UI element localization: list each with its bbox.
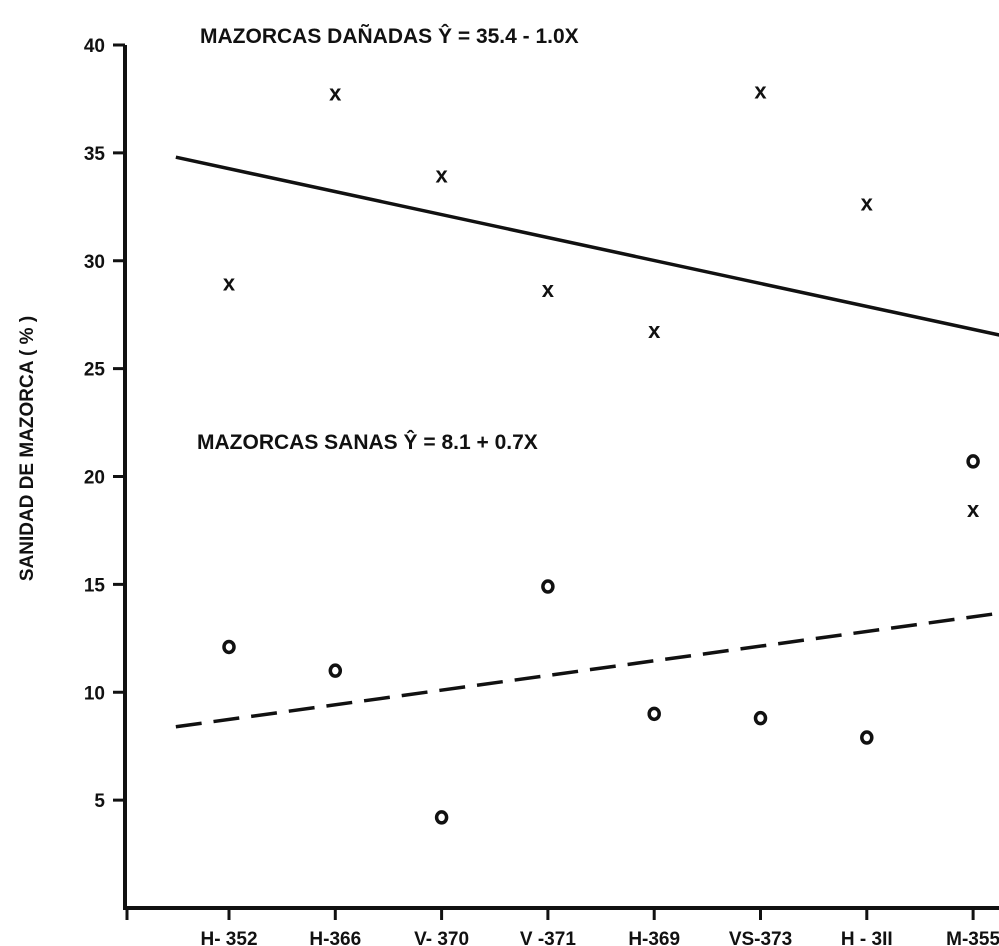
data-points: x x x x x x x x [222,78,980,825]
data-point-sanas [328,663,343,678]
data-point-danadas: x [542,277,555,302]
x-tick-label: VS-373 [729,929,792,946]
x-tick-label: H-369 [628,929,680,946]
y-tick-label: 20 [84,468,105,489]
data-point-sanas [434,810,449,825]
y-tick-label: 10 [84,683,105,704]
y-tick-label: 40 [84,36,105,57]
data-point-sanas [860,730,874,745]
annotation-equation: Ŷ = 35.4 - 1.0X [438,24,579,48]
data-point-sanas [541,579,555,594]
y-tick-label: 5 [94,791,105,812]
regression-line-sanas [175,611,999,729]
y-tick-label: 25 [84,360,106,381]
data-point-sanas [753,710,768,726]
data-point-danadas: x [435,162,448,187]
annotation-equation: Ŷ = 8.1 + 0.7X [404,430,538,454]
annotation-danadas: MAZORCAS DAÑADAS Ŷ = 35.4 - 1.0X [200,24,579,48]
x-tick-label: V -371 [520,929,576,946]
x-tick-label: V- 370 [414,929,469,946]
y-tick-label: 35 [84,144,106,165]
y-tick-label: 30 [84,252,105,273]
axes: 5 10 15 20 25 30 35 40 H- 352 H-366 V- 370 V -371 H-… [84,36,999,946]
data-point-sanas [966,454,980,469]
data-point-danadas: x [861,190,874,215]
x-tick-label: H-366 [309,929,361,946]
data-point-sanas [222,639,236,655]
x-tick-label: M-355 [946,929,999,946]
x-tick-label: H - 3II [841,929,893,946]
regression-line-danadas [175,155,999,337]
regression-lines [175,155,999,729]
chart-labels: SANIDAD DE MAZORCA ( % ) MAZORCAS DAÑADAS… [17,24,579,581]
annotation-series-name: MAZORCAS DAÑADAS [200,25,438,48]
data-point-danadas: x [967,497,980,522]
data-point-danadas: x [648,318,661,343]
y-axis-label: SANIDAD DE MAZORCA ( % ) [17,316,38,581]
data-point-danadas: x [223,270,236,295]
y-tick-label: 15 [84,575,106,596]
data-point-danadas: x [754,78,767,103]
data-point-sanas [647,706,661,722]
annotation-sanas: MAZORCAS SANAS Ŷ = 8.1 + 0.7X [197,430,538,454]
annotation-series-name: MAZORCAS SANAS [197,431,404,454]
data-point-danadas: x [329,80,342,105]
x-tick-label: H- 352 [200,929,257,946]
